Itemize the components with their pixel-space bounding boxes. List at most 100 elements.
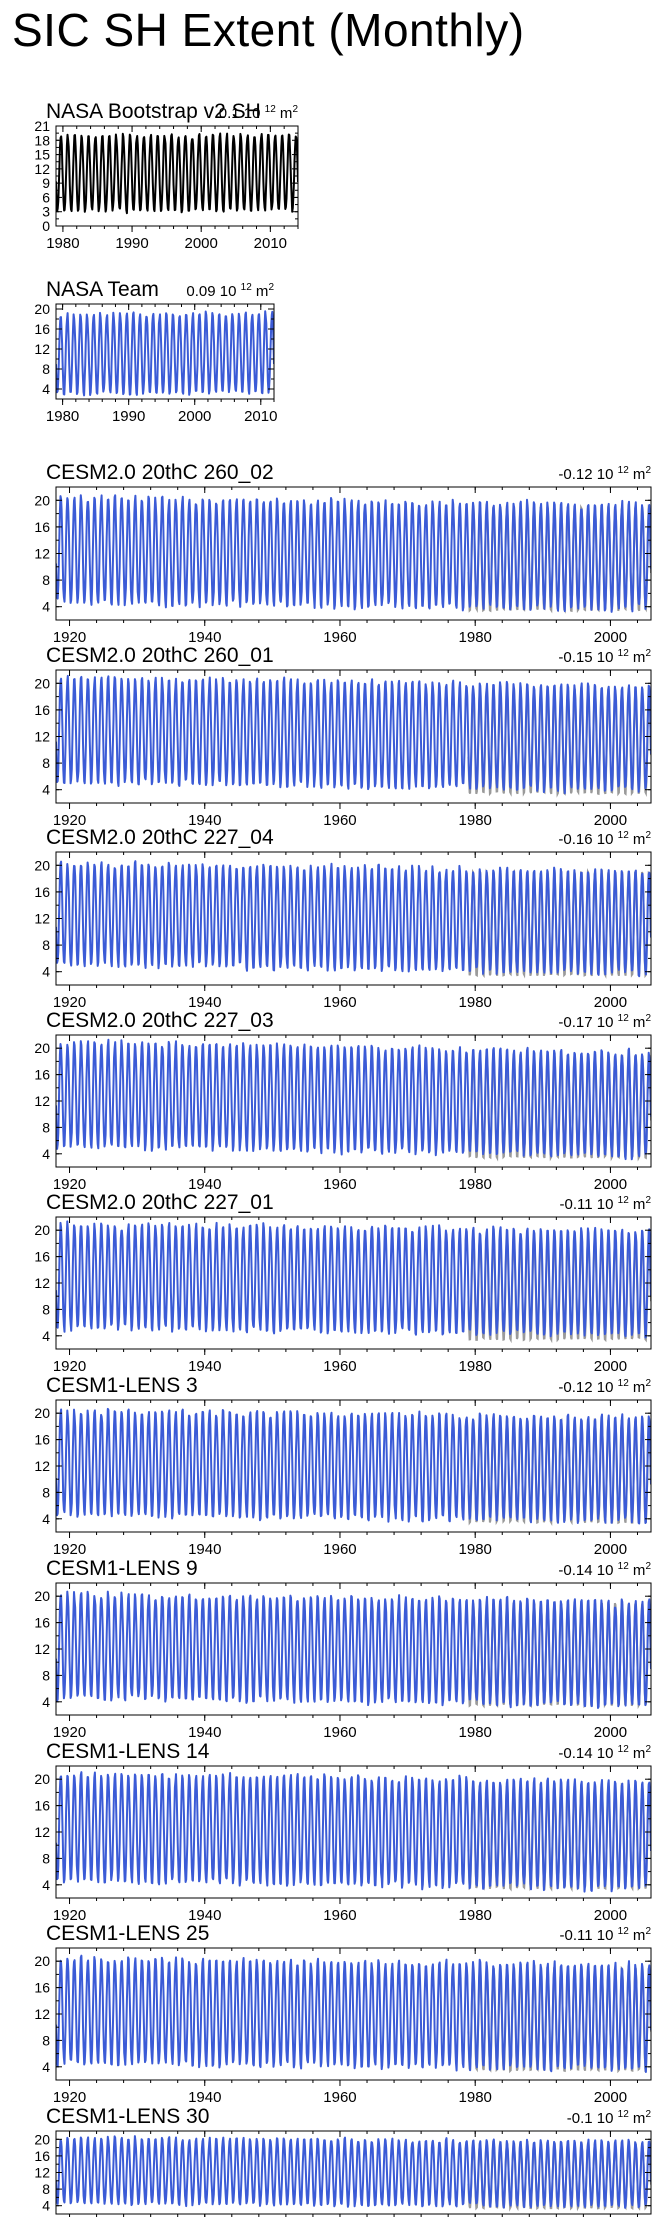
trend-label: 0.09 10 12 m2 xyxy=(186,282,274,300)
x-tick-label: 2000 xyxy=(594,1907,627,1924)
trend-label: -0.14 10 12 m2 xyxy=(558,1561,651,1579)
x-tick-label: 1990 xyxy=(115,235,148,252)
panel-title: CESM1-LENS 25 xyxy=(46,1922,209,1945)
x-tick-label: 1920 xyxy=(53,629,86,646)
x-tick-label: 1940 xyxy=(188,1358,221,1375)
y-tick-label: 8 xyxy=(42,1301,50,1317)
x-tick-label: 1920 xyxy=(53,994,86,1011)
x-tick-label: 1920 xyxy=(53,1358,86,1375)
y-tick-label: 20 xyxy=(34,301,50,317)
x-tick-label: 2000 xyxy=(594,1724,627,1741)
y-tick-label: 8 xyxy=(42,937,50,953)
x-tick-label: 1980 xyxy=(459,1907,492,1924)
y-tick-label: 16 xyxy=(34,1249,50,1265)
series-line xyxy=(56,1954,651,2073)
series-line xyxy=(56,1220,651,1339)
trend-label: -0.16 10 12 m2 xyxy=(558,830,651,848)
x-tick-label: 1940 xyxy=(188,1176,221,1193)
y-tick-label: 12 xyxy=(34,546,50,562)
chart-panel: CESM1-LENS 30-0.1 10 12 m248121620192019… xyxy=(34,2105,652,2217)
y-tick-label: 20 xyxy=(34,857,50,873)
trend-label: -0.12 10 12 m2 xyxy=(558,1378,651,1396)
y-tick-label: 8 xyxy=(42,2181,50,2197)
x-tick-label: 2010 xyxy=(244,408,277,425)
x-tick-label: 2000 xyxy=(594,2089,627,2106)
series-line xyxy=(56,1038,651,1161)
y-tick-label: 4 xyxy=(42,1511,50,1527)
chart-panel: CESM1-LENS 3 -0.12 10 12 m2 4 8 12 16 20 1920 19… xyxy=(34,1374,652,1558)
x-tick-label: 1980 xyxy=(459,994,492,1011)
panel-title: NASA Team xyxy=(46,278,159,301)
x-tick-label: 1940 xyxy=(188,2089,221,2106)
x-tick-label: 1960 xyxy=(323,994,356,1011)
x-tick-label: 2000 xyxy=(594,1541,627,1558)
y-tick-label: 15 xyxy=(34,147,50,163)
y-tick-label: 4 xyxy=(42,1328,50,1344)
page-title: SIC SH Extent (Monthly) xyxy=(12,4,525,56)
panel-title: CESM2.0 20thC 227_01 xyxy=(46,1191,274,1214)
y-tick-label: 8 xyxy=(42,2032,50,2048)
series-line xyxy=(56,494,651,613)
x-tick-label: 1980 xyxy=(459,812,492,829)
x-tick-label: 1990 xyxy=(112,408,145,425)
x-tick-label: 1940 xyxy=(188,994,221,1011)
y-tick-label: 20 xyxy=(34,1771,50,1787)
panel-title: NASA Bootstrap v2 SH xyxy=(46,100,261,123)
x-tick-label: 2000 xyxy=(594,994,627,1011)
x-tick-label: 1920 xyxy=(53,1176,86,1193)
x-tick-label: 1980 xyxy=(46,235,79,252)
x-tick-label: 1920 xyxy=(53,1724,86,1741)
x-tick-label: 1960 xyxy=(323,812,356,829)
x-tick-label: 1940 xyxy=(188,1724,221,1741)
y-tick-label: 20 xyxy=(34,675,50,691)
x-tick-label: 1920 xyxy=(53,812,86,829)
y-tick-label: 12 xyxy=(34,1641,50,1657)
y-tick-label: 12 xyxy=(34,729,50,745)
y-tick-label: 0 xyxy=(42,218,50,234)
y-tick-label: 20 xyxy=(34,1588,50,1604)
x-tick-label: 2000 xyxy=(594,1176,627,1193)
trend-label: 0.1 10 12 m2 xyxy=(219,104,299,122)
y-tick-label: 16 xyxy=(34,1798,50,1814)
chart-panel: CESM1-LENS 14 -0.14 10 12 m2 4 8 12 16 20 1920 1… xyxy=(34,1740,652,1924)
series-line xyxy=(56,1771,651,1893)
panel-title: CESM2.0 20thC 260_02 xyxy=(46,461,274,484)
y-tick-label: 20 xyxy=(34,492,50,508)
y-tick-label: 6 xyxy=(42,189,50,205)
y-tick-label: 16 xyxy=(34,321,50,337)
trend-label: -0.12 10 12 m2 xyxy=(558,465,651,483)
panel-title: CESM1-LENS 9 xyxy=(46,1557,198,1580)
y-tick-label: 12 xyxy=(34,1275,50,1291)
trend-label: -0.1 10 12 m2 xyxy=(567,2109,652,2127)
y-tick-label: 12 xyxy=(34,2006,50,2022)
panel-title: CESM1-LENS 3 xyxy=(46,1374,198,1397)
x-tick-label: 1920 xyxy=(53,1541,86,1558)
y-tick-label: 4 xyxy=(42,2059,50,2075)
plot-frame xyxy=(55,303,275,400)
y-tick-label: 18 xyxy=(34,132,50,148)
y-tick-label: 4 xyxy=(42,381,50,397)
y-tick-label: 12 xyxy=(34,1458,50,1474)
x-tick-label: 1980 xyxy=(459,2089,492,2106)
y-tick-label: 8 xyxy=(42,1119,50,1135)
x-tick-label: 2000 xyxy=(185,235,218,252)
y-tick-label: 16 xyxy=(34,1980,50,1996)
x-tick-label: 1960 xyxy=(323,2089,356,2106)
y-tick-label: 16 xyxy=(34,1067,50,1083)
x-tick-label: 1960 xyxy=(323,1724,356,1741)
y-tick-label: 12 xyxy=(34,911,50,927)
y-tick-label: 20 xyxy=(34,1222,50,1238)
y-tick-label: 20 xyxy=(34,2131,50,2147)
series-line xyxy=(56,674,651,795)
y-tick-label: 4 xyxy=(42,1146,50,1162)
series-line xyxy=(56,310,274,397)
y-tick-label: 12 xyxy=(34,341,50,357)
y-tick-label: 16 xyxy=(34,1615,50,1631)
series-line xyxy=(56,2135,651,2209)
y-tick-label: 12 xyxy=(34,1093,50,1109)
chart-panel: CESM1-LENS 9 -0.14 10 12 m2 4 8 12 16 20 1920 19… xyxy=(34,1557,652,1741)
x-tick-label: 1960 xyxy=(323,1907,356,1924)
x-tick-label: 1920 xyxy=(53,1907,86,1924)
x-tick-label: 1940 xyxy=(188,812,221,829)
